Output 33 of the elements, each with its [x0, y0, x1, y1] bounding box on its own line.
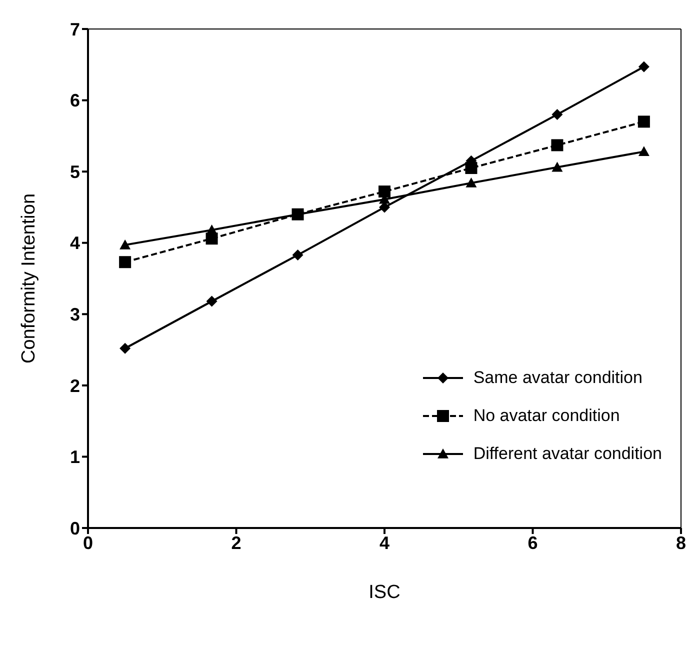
point	[552, 109, 563, 120]
x-tick-label: 4	[379, 532, 390, 553]
point	[466, 177, 477, 188]
point	[638, 146, 650, 156]
y-axis-title: Conformity Intention	[18, 193, 40, 364]
legend-label: No avatar condition	[473, 406, 620, 426]
point	[638, 61, 650, 72]
y-tick-label: 3	[70, 304, 80, 325]
y-tick-label: 1	[70, 447, 80, 468]
y-tick-label: 2	[70, 376, 80, 396]
y-tick-label: 7	[70, 19, 80, 40]
point	[638, 116, 650, 128]
x-tick-label: 6	[528, 532, 538, 553]
point	[206, 224, 218, 234]
y-tick-label: 6	[70, 90, 80, 111]
point	[551, 139, 564, 152]
point	[378, 186, 390, 198]
point	[206, 296, 218, 307]
point	[120, 342, 131, 354]
point	[119, 256, 132, 268]
y-tick-label: 5	[70, 162, 80, 182]
point	[465, 162, 478, 174]
point	[552, 162, 563, 172]
x-tick-label: 2	[231, 532, 242, 553]
legend-label: Same avatar condition	[473, 368, 642, 388]
y-tick-label: 0	[70, 518, 80, 538]
x-tick-label: 8	[676, 532, 686, 553]
y-tick-label: 4	[70, 233, 80, 254]
point	[120, 239, 131, 250]
x-tick-label: 0	[82, 532, 94, 553]
x-axis-title: ISC	[368, 582, 400, 603]
legend-label: Different avatar condition	[473, 444, 662, 464]
point	[292, 249, 304, 260]
